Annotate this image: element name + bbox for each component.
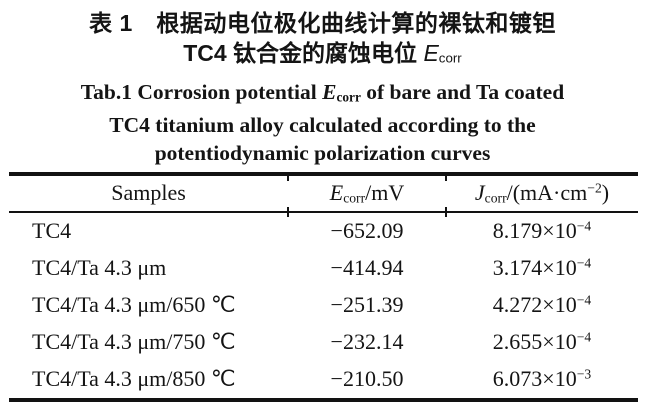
data-table: Samples Ecorr/mV Jcorr/(mA·cm−2) TC4 −65… [9, 171, 638, 402]
jcorr-cell: 8.179×10−4 [446, 218, 638, 244]
caption-en-line1: Tab.1 Corrosion potential Ecorr of bare … [0, 78, 645, 111]
jcorr-mantissa: 3.174×10 [492, 255, 577, 281]
column-joint-tick [287, 206, 289, 217]
sample-cell: TC4/Ta 4.3 μm/650 ℃ [32, 292, 236, 318]
jcorr-exponent: −4 [576, 292, 592, 308]
table-row: TC4/Ta 4.3 μm/850 ℃ −210.50 6.073×10−3 [9, 361, 638, 398]
column-joint-tick [287, 175, 289, 181]
jcorr-exponent: −4 [576, 255, 592, 271]
table-top-rule [9, 171, 638, 176]
table-header-row: Samples Ecorr/mV Jcorr/(mA·cm−2) [9, 176, 638, 211]
header-ecorr-symbol: E [329, 180, 344, 206]
jcorr-mantissa: 6.073×10 [492, 366, 577, 392]
header-ecorr-unit: /mV [365, 180, 405, 206]
table-caption-zh-line1: 表 1 根据动电位极化曲线计算的裸钛和镀钽 [89, 10, 556, 36]
sample-cell: TC4/Ta 4.3 μm/850 ℃ [32, 366, 236, 392]
header-jcorr-unit-exponent: −2 [587, 180, 602, 196]
caption-zh-line2-text: TC4 钛合金的腐蚀电位 [183, 40, 424, 66]
column-joint-tick [445, 175, 447, 181]
ecorr-subscript-zh: corr [438, 50, 462, 66]
header-ecorr-subscript: corr [343, 190, 366, 206]
table-row: TC4/Ta 4.3 μm/650 ℃ −251.39 4.272×10−4 [9, 287, 638, 324]
caption-en-line1-post: of bare and Ta coated [360, 79, 565, 104]
ecorr-cell: −652.09 [330, 218, 404, 244]
jcorr-cell: 6.073×10−3 [446, 366, 638, 392]
table-bottom-rule [9, 397, 638, 402]
jcorr-exponent: −3 [576, 366, 592, 382]
jcorr-cell: 4.272×10−4 [446, 292, 638, 318]
ecorr-cell: −210.50 [330, 366, 404, 392]
ecorr-symbol-zh: E [423, 40, 439, 66]
jcorr-mantissa: 4.272×10 [492, 292, 577, 318]
header-jcorr-subscript: corr [484, 190, 507, 206]
table-caption-zh-line2: TC4 钛合金的腐蚀电位 Ecorr [0, 38, 645, 74]
ecorr-cell: −251.39 [330, 292, 404, 318]
jcorr-cell: 3.174×10−4 [446, 255, 638, 281]
sample-cell: TC4 [32, 218, 72, 244]
jcorr-exponent: −4 [576, 218, 592, 234]
header-jcorr-unit-pre: /(mA·cm [506, 180, 588, 206]
table-row: TC4/Ta 4.3 μm/750 ℃ −232.14 2.655×10−4 [9, 324, 638, 361]
column-joint-tick [445, 206, 447, 217]
table-caption-en: Tab.1 Corrosion potential Ecorr of bare … [0, 78, 645, 167]
jcorr-cell: 2.655×10−4 [446, 329, 638, 355]
header-jcorr: Jcorr/(mA·cm−2) [446, 180, 638, 206]
jcorr-mantissa: 2.655×10 [492, 329, 577, 355]
table-row: TC4 −652.09 8.179×10−4 [9, 213, 638, 250]
ecorr-subscript-en: corr [336, 88, 361, 104]
jcorr-exponent: −4 [576, 329, 592, 345]
caption-en-line3: potentiodynamic polarization curves [154, 140, 491, 165]
caption-en-line1-pre: Tab.1 Corrosion potential [80, 79, 323, 104]
jcorr-mantissa: 8.179×10 [492, 218, 577, 244]
sample-cell: TC4/Ta 4.3 μm [32, 255, 167, 281]
table-row: TC4/Ta 4.3 μm −414.94 3.174×10−4 [9, 250, 638, 287]
header-jcorr-symbol: J [474, 180, 485, 206]
caption-en-line2: TC4 titanium alloy calculated according … [109, 112, 536, 137]
header-jcorr-unit-post: ) [601, 180, 610, 206]
sample-cell: TC4/Ta 4.3 μm/750 ℃ [32, 329, 236, 355]
header-ecorr: Ecorr/mV [288, 180, 446, 206]
table-mid-rule [9, 210, 638, 213]
ecorr-cell: −414.94 [330, 255, 404, 281]
header-samples: Samples [111, 180, 186, 206]
ecorr-symbol-en: E [322, 79, 337, 104]
ecorr-cell: −232.14 [330, 329, 404, 355]
